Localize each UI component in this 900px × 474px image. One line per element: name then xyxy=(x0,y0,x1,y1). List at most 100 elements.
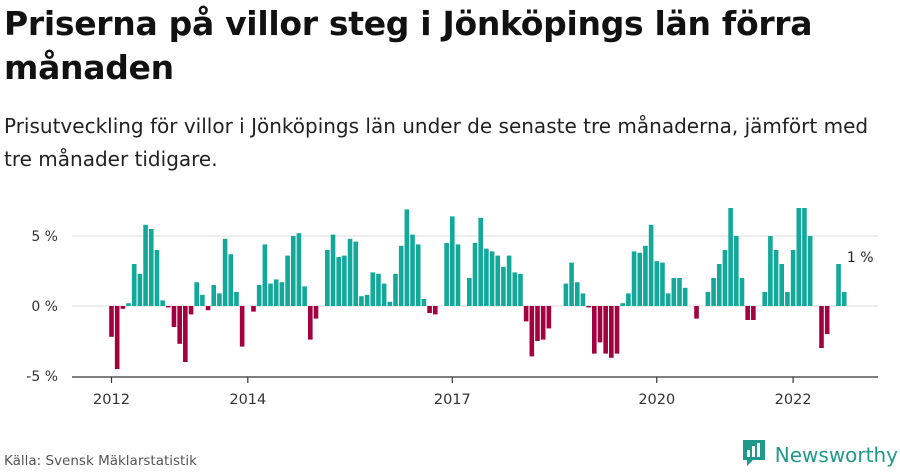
bar xyxy=(569,262,574,306)
bar xyxy=(131,264,137,306)
bar xyxy=(671,278,677,306)
bar xyxy=(768,236,773,306)
bar xyxy=(637,252,643,306)
bar xyxy=(574,282,580,306)
axis-layer: 5 % 0 % -5 % 2012 2014 2017 2020 2022 1 % xyxy=(26,229,878,408)
bar xyxy=(234,292,239,306)
bar xyxy=(183,306,188,362)
bar xyxy=(211,285,217,306)
bar xyxy=(256,285,262,306)
bar xyxy=(626,293,631,306)
bar xyxy=(194,282,199,306)
bar xyxy=(222,238,228,306)
bar xyxy=(444,243,449,306)
bar xyxy=(620,303,625,306)
bar xyxy=(177,306,182,344)
bar xyxy=(489,251,495,306)
y-tick-label: 5 % xyxy=(31,229,58,245)
bar xyxy=(824,306,830,334)
bar xyxy=(722,250,728,306)
bar xyxy=(421,299,427,306)
x-tick-label: 2020 xyxy=(638,392,675,408)
bar xyxy=(648,224,654,306)
newsworthy-logo-icon xyxy=(741,438,767,472)
bar xyxy=(450,216,455,306)
bar xyxy=(580,293,586,306)
bar xyxy=(381,283,387,306)
bar xyxy=(734,236,739,306)
bar xyxy=(807,236,813,306)
bar xyxy=(302,286,307,306)
bar xyxy=(597,306,603,343)
bar xyxy=(529,306,535,357)
bar xyxy=(841,292,847,306)
bar xyxy=(592,306,597,354)
bar xyxy=(728,208,733,306)
bar xyxy=(251,306,256,312)
bar xyxy=(347,238,353,306)
source-note: Källa: Svensk Mäklarstatistik xyxy=(4,453,197,469)
bar xyxy=(109,306,114,337)
bar xyxy=(563,283,569,306)
bar xyxy=(325,250,330,306)
bar xyxy=(313,306,319,319)
x-tick-label: 2022 xyxy=(775,392,812,408)
bar xyxy=(126,303,131,306)
bar xyxy=(705,292,711,306)
y-tick-label: 0 % xyxy=(31,299,58,315)
bar xyxy=(751,306,756,320)
bar xyxy=(484,248,489,306)
bar xyxy=(506,255,512,306)
bar xyxy=(137,273,143,306)
bar xyxy=(739,278,745,306)
bar xyxy=(120,306,126,309)
bar xyxy=(523,306,529,322)
last-value-label: 1 % xyxy=(847,250,874,266)
bar xyxy=(148,229,154,306)
bar xyxy=(262,244,268,306)
bar xyxy=(376,273,381,306)
bar xyxy=(166,306,171,308)
bar xyxy=(711,278,716,306)
bar xyxy=(836,264,841,306)
x-tick-label: 2017 xyxy=(434,392,471,408)
bar xyxy=(614,306,620,354)
bar xyxy=(535,306,540,341)
bar xyxy=(546,306,552,329)
bar xyxy=(239,306,245,347)
bar-chart: 5 % 0 % -5 % 2012 2014 2017 2020 2022 1 % xyxy=(26,208,878,408)
bar xyxy=(160,300,165,306)
bar xyxy=(495,255,501,306)
bar xyxy=(501,266,506,306)
bar xyxy=(398,245,404,306)
bar xyxy=(268,283,273,306)
bar xyxy=(393,273,398,306)
bar xyxy=(631,251,637,306)
bar xyxy=(308,306,313,340)
bar xyxy=(154,250,160,306)
bar xyxy=(273,279,279,306)
bar xyxy=(478,217,483,306)
bar xyxy=(643,245,648,306)
bar xyxy=(796,208,802,306)
bar xyxy=(455,244,461,306)
bar xyxy=(682,287,688,306)
bar xyxy=(342,255,347,306)
bar xyxy=(694,306,699,319)
bar xyxy=(114,306,120,369)
x-tick-label: 2012 xyxy=(93,392,130,408)
bar xyxy=(467,278,472,306)
bar xyxy=(654,261,660,306)
bar xyxy=(410,234,415,306)
bar xyxy=(228,254,234,306)
newsworthy-brand[interactable]: Newsworthy xyxy=(740,438,900,472)
bar xyxy=(217,293,222,306)
bar xyxy=(540,306,546,340)
bar xyxy=(171,306,177,327)
bar xyxy=(512,272,518,306)
bar xyxy=(427,306,432,313)
bar xyxy=(773,250,779,306)
bar xyxy=(143,224,148,306)
bar xyxy=(285,255,290,306)
bar xyxy=(779,264,785,306)
